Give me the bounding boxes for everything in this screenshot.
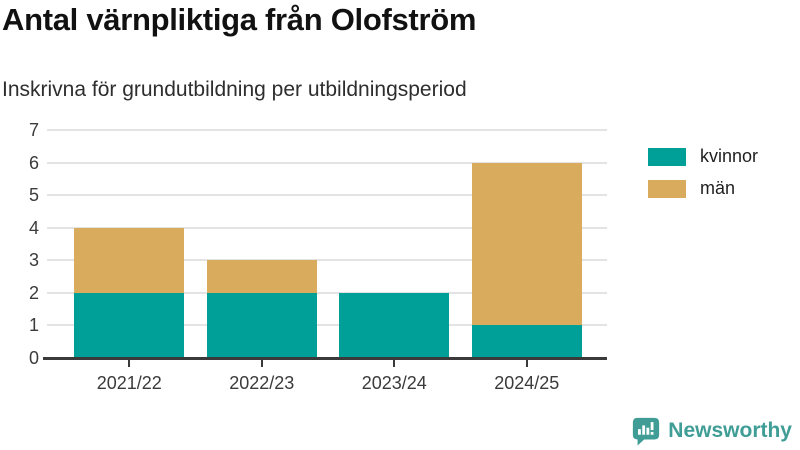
bar-segment-kvinnor-2021/22 <box>74 292 185 358</box>
gridline-7 <box>47 129 607 131</box>
y-tick-label-1: 1 <box>28 315 39 336</box>
gridline-6 <box>47 161 607 164</box>
legend: kvinnor män <box>648 146 758 210</box>
x-tick-2022/23 <box>260 360 263 367</box>
y-tick-label-0: 0 <box>28 348 39 368</box>
newsworthy-logo: Newsworthy <box>631 416 792 446</box>
chart-title: Antal värnpliktiga från Olofström <box>2 2 477 37</box>
legend-label-man: män <box>700 178 736 198</box>
y-tick-label-2: 2 <box>28 282 39 303</box>
y-tick-label-5: 5 <box>28 185 39 206</box>
y-tick-label-4: 4 <box>28 217 39 238</box>
legend-swatch-kvinnor <box>648 147 686 166</box>
x-tick-2024/25 <box>525 360 528 367</box>
x-tick-label-2021/22: 2021/22 <box>96 373 162 393</box>
bar-segment-män-2022/23 <box>206 260 317 293</box>
bar-segment-kvinnor-2024/25 <box>471 325 582 358</box>
legend-item-kvinnor: kvinnor <box>648 146 758 167</box>
bar-segment-kvinnor-2022/23 <box>206 292 317 358</box>
x-tick-2021/22 <box>128 360 131 367</box>
gridline-1 <box>47 324 607 327</box>
legend-swatch-man <box>648 179 686 198</box>
y-tick-label-3: 3 <box>28 250 39 271</box>
bar-chart-speech-bubble-icon <box>633 417 660 446</box>
bar-segment-kvinnor-2023/24 <box>339 292 450 358</box>
gridline-5 <box>47 194 607 197</box>
x-tick-2023/24 <box>393 360 396 367</box>
bar-segment-män-2021/22 <box>74 227 185 293</box>
newsworthy-wordmark: Newsworthy <box>668 419 792 442</box>
legend-item-man: män <box>648 178 758 199</box>
y-tick-label-6: 6 <box>28 152 39 173</box>
x-axis-line <box>43 357 607 360</box>
x-tick-label-2022/23: 2022/23 <box>229 373 295 393</box>
bar-segment-män-2024/25 <box>471 162 582 326</box>
plot-area: 0 1 2 3 4 5 6 7 2021/22 2022/23 2023/24 2024/25 <box>29 120 607 393</box>
x-tick-label-2024/25: 2024/25 <box>494 373 560 393</box>
legend-label-kvinnor: kvinnor <box>700 146 759 166</box>
chart-subtitle: Inskrivna för grundutbildning per utbild… <box>2 78 467 101</box>
y-tick-label-7: 7 <box>28 120 39 140</box>
gridline-4 <box>47 226 607 229</box>
x-tick-label-2023/24: 2023/24 <box>361 373 427 393</box>
gridline-2 <box>47 291 607 294</box>
gridline-3 <box>47 259 607 262</box>
